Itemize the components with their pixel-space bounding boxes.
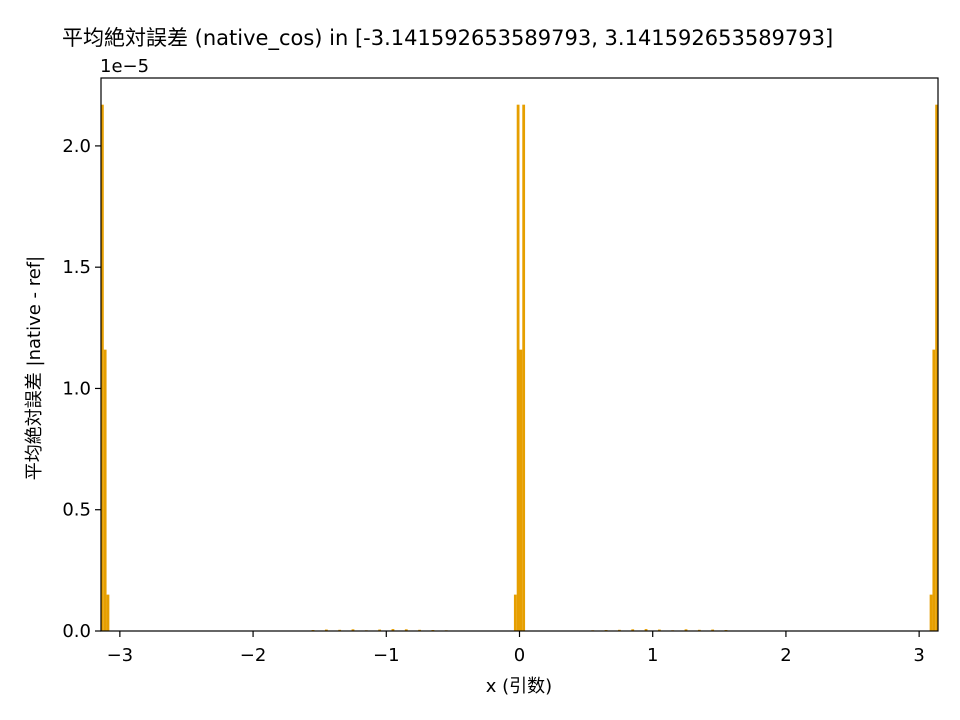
plot-frame (100, 77, 939, 632)
x-tick-label: −1 (373, 645, 400, 666)
y-ticks-group: 0.0 0.5 1.0 1.5 2.0 (62, 136, 101, 642)
bar (351, 629, 355, 631)
bar (404, 629, 408, 631)
bar (103, 349, 107, 631)
bar (338, 629, 342, 631)
bar (711, 629, 715, 631)
bar (519, 349, 523, 631)
bar (513, 594, 517, 631)
bar (418, 629, 421, 631)
x-tick-label: 3 (913, 645, 924, 666)
x-tick-label: −3 (107, 645, 134, 666)
bar (618, 629, 621, 631)
y-tick-label: 1.5 (62, 257, 91, 278)
y-tick-label: 0.5 (62, 500, 91, 521)
x-tick-label: 0 (514, 645, 525, 666)
bar (101, 104, 104, 632)
bars-group (101, 104, 938, 632)
x-tick-label: 1 (647, 645, 658, 666)
y-scale-label: 1e−5 (100, 56, 150, 77)
bar (378, 629, 382, 631)
bar (697, 629, 701, 631)
y-tick-label: 1.0 (62, 378, 91, 399)
bar (522, 104, 526, 632)
x-tick-label: 2 (780, 645, 791, 666)
bar (106, 594, 110, 631)
bar (929, 594, 933, 631)
bar (932, 349, 936, 631)
bar (657, 629, 661, 631)
bar (684, 629, 688, 631)
bar (391, 629, 395, 631)
bar (324, 629, 328, 631)
y-tick-label: 2.0 (62, 136, 91, 157)
bar (935, 104, 938, 632)
x-ticks-group: −3 −2 −1 0 1 2 3 (107, 631, 925, 666)
bar (516, 104, 520, 632)
bar (644, 629, 648, 631)
y-tick-label: 0.0 (62, 621, 91, 642)
bar (631, 629, 635, 631)
x-axis-label: x (引数) (485, 676, 553, 697)
x-tick-label: −2 (240, 645, 267, 666)
chart-title: 平均絶対誤差 (native_cos) in [-3.1415926535897… (62, 26, 834, 50)
